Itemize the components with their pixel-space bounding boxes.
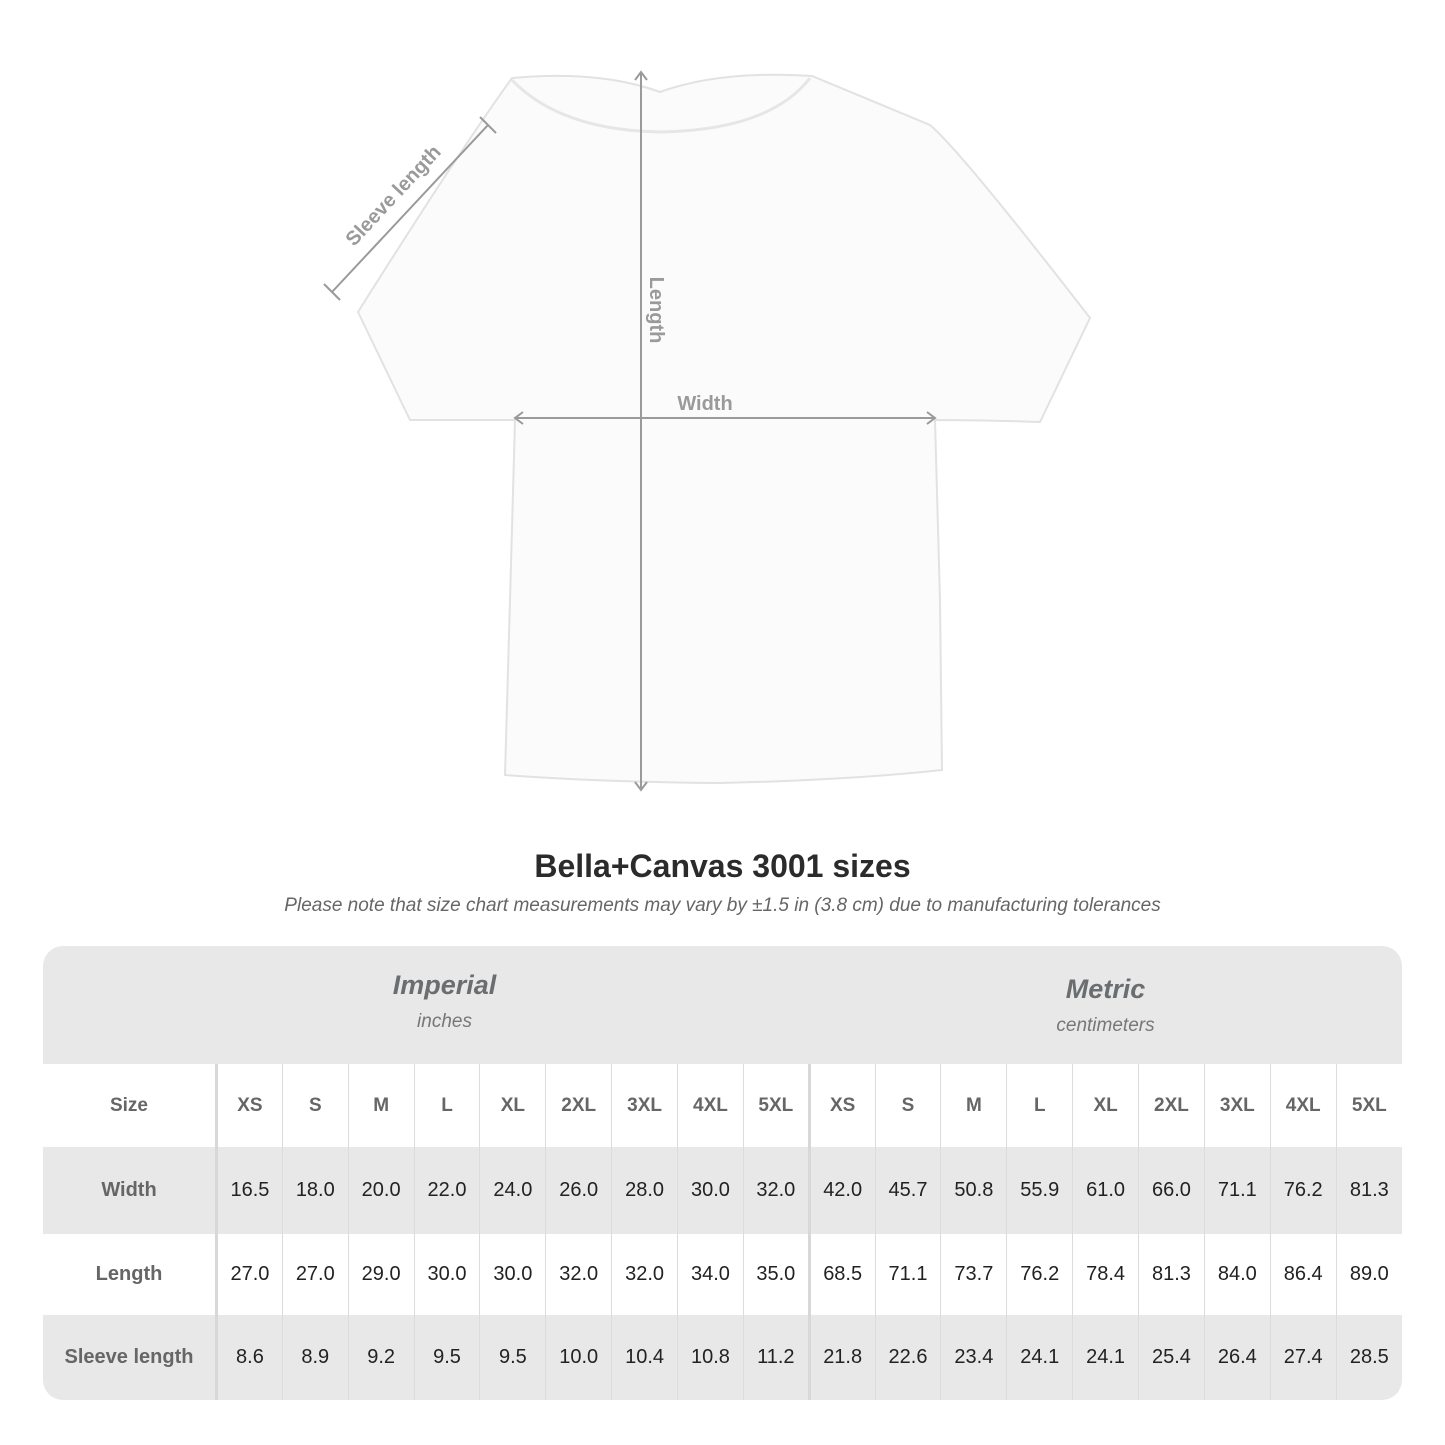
metric-size-header: 4XL <box>1269 1064 1337 1147</box>
imperial-size-header: XL <box>479 1064 546 1147</box>
imperial-value: 16.5 <box>216 1147 283 1234</box>
imperial-value: 30.0 <box>479 1234 546 1315</box>
metric-size-header: XS <box>807 1064 876 1147</box>
metric-value: 78.4 <box>1072 1234 1139 1315</box>
row-label: Length <box>43 1234 218 1315</box>
imperial-value: 8.9 <box>281 1315 349 1400</box>
metric-value: 42.0 <box>807 1147 876 1234</box>
metric-value: 61.0 <box>1072 1147 1139 1234</box>
size-header-row: Size XS S M L XL 2XL 3XL 4XL 5XL XS S M L XL 2XL 3XL 4XL 5… <box>43 1064 1402 1147</box>
imperial-header: Imperial inches <box>215 970 674 1033</box>
metric-value: 55.9 <box>1006 1147 1073 1234</box>
imperial-value: 34.0 <box>677 1234 744 1315</box>
imperial-value: 11.2 <box>742 1315 810 1400</box>
metric-value: 22.6 <box>874 1315 941 1400</box>
metric-value: 84.0 <box>1203 1234 1271 1315</box>
metric-value: 68.5 <box>807 1234 876 1315</box>
imperial-size-header: M <box>347 1064 415 1147</box>
imperial-size-header: XS <box>216 1064 283 1147</box>
metric-size-header: 3XL <box>1203 1064 1271 1147</box>
chart-title: Bella+Canvas 3001 sizes <box>534 848 911 884</box>
metric-value: 81.3 <box>1138 1234 1205 1315</box>
imperial-size-header: S <box>281 1064 349 1147</box>
imperial-value: 30.0 <box>413 1234 480 1315</box>
imperial-value: 30.0 <box>677 1147 744 1234</box>
metric-value: 26.4 <box>1203 1315 1271 1400</box>
imperial-size-header: 5XL <box>742 1064 810 1147</box>
imperial-value: 27.0 <box>216 1234 283 1315</box>
width-label: Width <box>677 393 732 415</box>
metric-size-header: S <box>874 1064 941 1147</box>
imperial-value: 26.0 <box>545 1147 612 1234</box>
metric-value: 71.1 <box>1203 1147 1271 1234</box>
tshirt-shape <box>356 73 1092 785</box>
units-header: Imperial inches Metric centimeters <box>43 946 1402 1064</box>
metric-value: 66.0 <box>1138 1147 1205 1234</box>
size-table-card: Imperial inches Metric centimeters Size X… <box>43 946 1402 1400</box>
metric-value: 28.5 <box>1335 1315 1402 1400</box>
metric-size-header: L <box>1006 1064 1073 1147</box>
imperial-size-header: 3XL <box>611 1064 678 1147</box>
imperial-value: 8.6 <box>216 1315 283 1400</box>
metric-value: 24.1 <box>1006 1315 1073 1400</box>
imperial-value: 35.0 <box>742 1234 810 1315</box>
imperial-size-header: 4XL <box>677 1064 744 1147</box>
imperial-value: 10.8 <box>677 1315 744 1400</box>
metric-value: 86.4 <box>1269 1234 1337 1315</box>
imperial-value: 24.0 <box>479 1147 546 1234</box>
collar <box>510 77 812 134</box>
metric-unit: centimeters <box>1056 1015 1155 1036</box>
imperial-value: 9.5 <box>479 1315 546 1400</box>
imperial-value: 32.0 <box>611 1234 678 1315</box>
metric-value: 71.1 <box>874 1234 941 1315</box>
metric-value: 45.7 <box>874 1147 941 1234</box>
metric-value: 81.3 <box>1335 1147 1402 1234</box>
imperial-value: 32.0 <box>742 1147 810 1234</box>
imperial-size-header: L <box>413 1064 480 1147</box>
metric-value: 76.2 <box>1269 1147 1337 1234</box>
metric-size-header: 2XL <box>1138 1064 1205 1147</box>
metric-value: 89.0 <box>1335 1234 1402 1315</box>
size-table: Size XS S M L XL 2XL 3XL 4XL 5XL XS S M L XL 2XL 3XL 4XL 5… <box>43 1064 1402 1400</box>
imperial-value: 9.5 <box>413 1315 480 1400</box>
metric-value: 27.4 <box>1269 1315 1337 1400</box>
metric-value: 21.8 <box>807 1315 876 1400</box>
imperial-value: 28.0 <box>611 1147 678 1234</box>
metric-header: Metric centimeters <box>809 974 1402 1037</box>
metric-size-header: M <box>940 1064 1007 1147</box>
imperial-value: 27.0 <box>281 1234 349 1315</box>
tolerance-note: Please note that size chart measurements… <box>284 895 1161 916</box>
tshirt-diagram: Sleeve length Length Width <box>323 70 1092 792</box>
table-row: Length 27.0 27.0 29.0 30.0 30.0 32.0 32.0 34.0 35… <box>43 1234 1402 1315</box>
size-label: Size <box>43 1064 218 1147</box>
metric-value: 76.2 <box>1006 1234 1073 1315</box>
table-row: Width 16.5 18.0 20.0 22.0 24.0 26.0 28.0 30.0 32.… <box>43 1147 1402 1234</box>
sleeve-measure-line <box>331 124 489 293</box>
imperial-value: 10.0 <box>545 1315 612 1400</box>
row-label: Width <box>43 1147 218 1234</box>
metric-size-header: 5XL <box>1335 1064 1402 1147</box>
metric-title: Metric <box>1065 974 1146 1004</box>
imperial-value: 10.4 <box>611 1315 678 1400</box>
imperial-value: 32.0 <box>545 1234 612 1315</box>
metric-size-header: XL <box>1072 1064 1139 1147</box>
table-row: Sleeve length 8.6 8.9 9.2 9.5 9.5 10.0 10.4 10.8… <box>43 1315 1402 1400</box>
imperial-title: Imperial <box>392 970 497 1000</box>
imperial-value: 20.0 <box>347 1147 415 1234</box>
metric-value: 50.8 <box>940 1147 1007 1234</box>
imperial-value: 18.0 <box>281 1147 349 1234</box>
metric-value: 24.1 <box>1072 1315 1139 1400</box>
imperial-value: 9.2 <box>347 1315 415 1400</box>
imperial-value: 29.0 <box>347 1234 415 1315</box>
metric-value: 73.7 <box>940 1234 1007 1315</box>
metric-value: 25.4 <box>1138 1315 1205 1400</box>
imperial-unit: inches <box>417 1011 472 1032</box>
row-label: Sleeve length <box>43 1315 218 1400</box>
metric-value: 23.4 <box>940 1315 1007 1400</box>
imperial-size-header: 2XL <box>545 1064 612 1147</box>
length-label: Length <box>645 277 667 344</box>
imperial-value: 22.0 <box>413 1147 480 1234</box>
